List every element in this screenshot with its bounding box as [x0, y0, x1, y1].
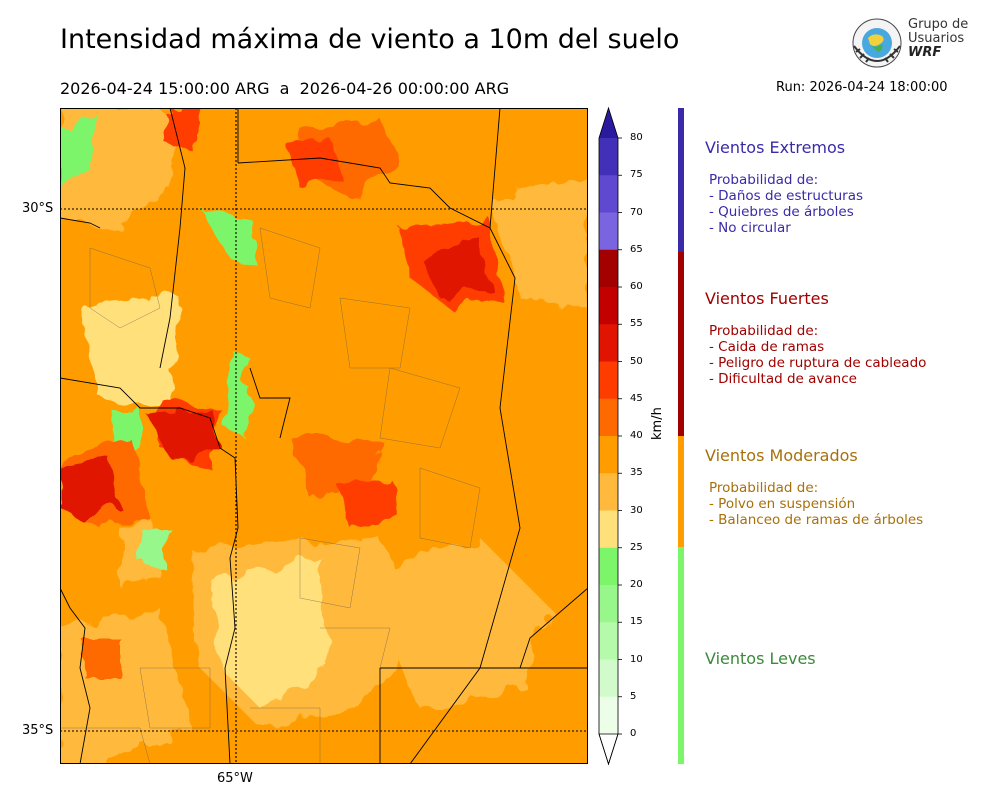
category-bar: [678, 547, 684, 764]
category-bar: [678, 252, 684, 436]
category-line: - Daños de estructuras: [709, 188, 864, 204]
colorbar-segment: [599, 473, 618, 511]
category-lines: Probabilidad de: - Daños de estructuras …: [709, 172, 863, 236]
logo-line-3: WRF: [908, 45, 942, 60]
colorbar-segment: [599, 175, 618, 213]
colorbar-extend-bottom: [598, 733, 619, 766]
colorbar-tick-label: 15: [630, 616, 643, 628]
colorbar-tick-label: 35: [630, 467, 643, 479]
colorbar-extend-top: [599, 108, 618, 138]
category-lines: Probabilidad de: - Polvo en suspensión -…: [709, 480, 923, 528]
globe-logo-icon: [852, 18, 902, 68]
logo-text: Grupo de Usuarios WRF: [908, 18, 968, 60]
colorbar-segment: [599, 138, 618, 176]
colorbar-segment: [599, 622, 618, 660]
wind-field-svg: [60, 108, 588, 764]
category-line: - No circular: [709, 220, 791, 236]
colorbar-segment: [599, 659, 618, 698]
colorbar-segment: [599, 361, 618, 400]
colorbar-tick-label: 45: [630, 392, 643, 404]
colorbar-tick-label: 30: [630, 504, 643, 516]
category-line: - Peligro de ruptura de cableado: [709, 355, 927, 371]
colorbar-segment: [599, 547, 618, 586]
category-title: Vientos Extremos: [705, 138, 846, 157]
category-line: - Balanceo de ramas de árboles: [709, 512, 924, 528]
colorbar-segment: [599, 510, 618, 549]
category-title: Vientos Fuertes: [705, 289, 829, 308]
category-line: - Quiebres de árboles: [709, 204, 854, 220]
colorbar-tick-label: 25: [630, 541, 643, 553]
lat-label-35s: 35°S: [22, 723, 54, 738]
colorbar-tick-label: 10: [630, 653, 643, 665]
colorbar-segment: [599, 398, 618, 437]
logo-line-2: Usuarios: [908, 31, 965, 46]
colorbar-tick-label: 55: [630, 318, 643, 330]
lat-label-30s: 30°S: [22, 201, 54, 216]
colorbar-segment: [599, 436, 618, 474]
category-bar: [678, 436, 684, 547]
colorbar-tick-label: 80: [630, 132, 643, 143]
category-bar: [678, 108, 684, 252]
colorbar-segment: [599, 212, 618, 251]
colorbar-tick-label: 5: [630, 690, 637, 702]
logo-line-1: Grupo de: [908, 17, 969, 32]
colorbar-tick-label: 50: [630, 355, 643, 367]
colorbar-tick-label: 75: [630, 169, 643, 181]
category-lines: Probabilidad de: - Caida de ramas - Peli…: [709, 323, 926, 387]
category-title: Vientos Moderados: [705, 446, 858, 465]
category-line: - Polvo en suspensión: [709, 496, 856, 512]
valid-period: 2026-04-24 15:00:00 ARG a 2026-04-26 00:…: [60, 79, 510, 98]
category-line: - Dificultad de avance: [709, 371, 857, 387]
colorbar-segment: [599, 585, 618, 623]
colorbar-tick-label: 40: [630, 430, 643, 441]
colorbar: [598, 106, 622, 766]
category-line: - Caida de ramas: [709, 339, 825, 355]
colorbar-tick-label: 20: [630, 579, 643, 590]
colorbar-tick-label: 65: [630, 243, 643, 255]
colorbar-tick-label: 70: [630, 206, 643, 218]
colorbar-units: km/h: [650, 407, 665, 440]
category-line: Probabilidad de:: [709, 172, 819, 188]
wrf-logo: Grupo de Usuarios WRF: [848, 16, 968, 74]
run-time: Run: 2026-04-24 18:00:00: [776, 80, 948, 95]
colorbar-segment: [599, 287, 618, 325]
category-title: Vientos Leves: [705, 649, 816, 668]
colorbar-tick-label: 0: [630, 728, 637, 739]
colorbar-segment: [599, 696, 618, 735]
colorbar-tick-label: 60: [630, 281, 643, 292]
wind-map: [60, 108, 588, 764]
map-title: Intensidad máxima de viento a 10m del su…: [60, 24, 680, 55]
category-line: Probabilidad de:: [709, 480, 819, 496]
colorbar-segment: [599, 249, 618, 288]
colorbar-segment: [599, 324, 618, 362]
lon-label-65w: 65°W: [217, 771, 253, 786]
category-line: Probabilidad de:: [709, 323, 819, 339]
